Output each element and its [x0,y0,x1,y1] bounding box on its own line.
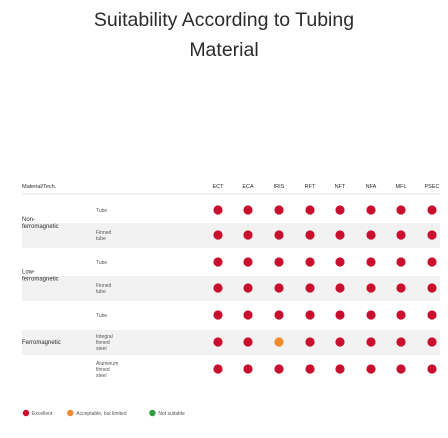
suitability-dot-excellent [243,310,253,320]
suitability-dot-excellent [366,364,376,374]
suitability-dot-excellent [274,283,284,293]
suitability-dot-excellent [243,230,253,240]
row-label: finned [96,367,110,373]
row-label: Tube [96,313,107,319]
suitability-dot-excellent [274,205,284,215]
chart-title-line-1: Suitability According to Tubing [93,9,355,31]
group-label: Ferromagnetic [22,340,61,346]
suitability-dot-acceptable [274,337,284,347]
suitability-dot-excellent [243,283,253,293]
row-label: Aluminum [96,361,118,367]
suitability-dot-excellent [396,337,406,347]
suitability-dot-excellent [335,283,345,293]
row-band [22,223,440,248]
suitability-dot-excellent [274,364,284,374]
suitability-dot-excellent [305,230,315,240]
corner-header: Material/Tech. [22,184,57,190]
suitability-dot-excellent [335,310,345,320]
suitability-dot-excellent [396,364,406,374]
suitability-dot-excellent [335,205,345,215]
row-label: Finned [96,283,112,289]
group-label: ferromagnetic [22,224,59,230]
suitability-dot-excellent [427,337,437,347]
suitability-dot-excellent [427,230,437,240]
row-label: finned [96,340,110,346]
group-label: Non- [22,217,35,223]
legend-marker-not-suitable [149,409,156,417]
suitability-dot-excellent [213,364,223,374]
suitability-dot-excellent [396,230,406,240]
row-label: Integral [96,334,113,340]
row-label: tube [96,289,106,295]
column-header-nfa: NFA [366,184,377,190]
legend-marker-excellent [22,409,30,417]
suitability-dot-excellent [305,364,315,374]
suitability-dot-excellent [396,310,406,320]
suitability-dot-excellent [366,230,376,240]
row-label: steel [96,373,107,379]
suitability-dot-excellent [243,257,253,267]
suitability-dot-excellent [243,364,253,374]
suitability-dot-excellent [335,230,345,240]
group-label: Low- [22,270,35,276]
suitability-dot-excellent [213,205,223,215]
suitability-dot-excellent [366,205,376,215]
group-label: ferromagnetic [22,277,59,283]
suitability-dot-excellent [366,310,376,320]
chart-title-line-2: Material [189,39,259,61]
suitability-dot-excellent [305,283,315,293]
column-header-mfl: MFL [396,184,407,190]
suitability-dot-excellent [335,257,345,267]
suitability-dot-excellent [335,364,345,374]
column-header-eca: ECA [242,184,254,190]
suitability-dot-excellent [427,283,437,293]
suitability-dot-excellent [427,257,437,267]
row-label: Tube [96,260,107,266]
suitability-dot-excellent [213,310,223,320]
column-header-iris: IRIS [274,184,285,190]
suitability-dot-excellent [213,283,223,293]
suitability-dot-excellent [305,257,315,267]
suitability-dot-excellent [366,337,376,347]
suitability-dot-excellent [274,310,284,320]
suitability-dot-excellent [305,310,315,320]
row-label: tube [96,236,106,242]
suitability-dot-excellent [274,257,284,267]
suitability-dot-excellent [366,283,376,293]
suitability-dot-excellent [396,283,406,293]
suitability-dot-excellent [396,257,406,267]
column-header-ect: ECT [213,184,225,190]
row-band [22,276,440,301]
suitability-dot-excellent [305,337,315,347]
suitability-dot-excellent [274,230,284,240]
suitability-dot-excellent [243,337,253,347]
suitability-dot-excellent [396,205,406,215]
column-header-psec: PSEC [425,184,440,190]
row-label: Finned [96,230,112,236]
suitability-dot-excellent [427,310,437,320]
suitability-dot-excellent [427,364,437,374]
row-label: Tube [96,208,107,214]
suitability-dot-excellent [243,205,253,215]
row-band [22,330,440,355]
column-header-nft: NFT [335,184,346,190]
suitability-dot-excellent [427,205,437,215]
suitability-dot-excellent [213,230,223,240]
legend-label: Acceptable, but limited [76,411,127,417]
suitability-dot-excellent [335,337,345,347]
legend-label: Not suitable [158,411,185,417]
row-label: steel [96,346,107,352]
suitability-dot-excellent [366,257,376,267]
column-header-rft: RFT [305,184,316,190]
suitability-dot-excellent [213,337,223,347]
suitability-dot-excellent [213,257,223,267]
suitability-dot-excellent [305,205,315,215]
legend-label: Excellent [32,411,53,417]
legend-marker-acceptable [67,409,74,417]
